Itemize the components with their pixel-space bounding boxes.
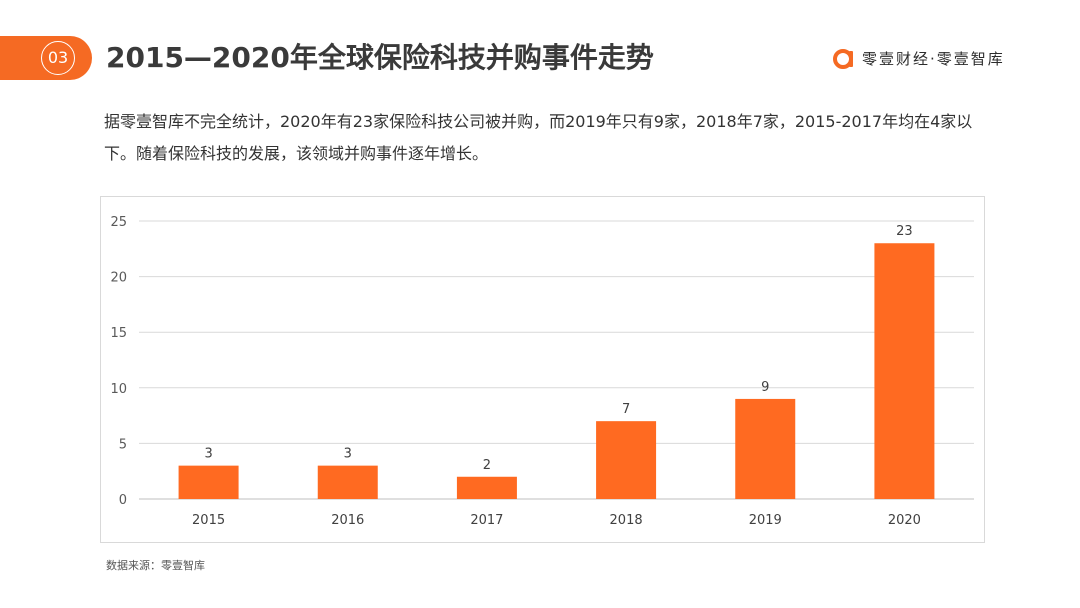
page-title: 2015—2020年全球保险科技并购事件走势 [106, 41, 654, 74]
bar [317, 465, 378, 499]
bar [178, 465, 239, 499]
x-tick-label: 2018 [610, 513, 643, 528]
y-tick-label: 5 [119, 437, 127, 452]
data-label: 3 [344, 447, 352, 462]
x-tick-label: 2017 [470, 513, 503, 528]
bar-chart: 0 5 10 15 20 25 3 2015 3 2016 2 2017 7 2018 9 2019 23 202… [110, 215, 974, 528]
data-label: 2 [483, 458, 491, 473]
data-label: 7 [622, 402, 630, 417]
y-tick-label: 10 [110, 382, 127, 397]
y-tick-label: 20 [110, 271, 127, 286]
description-text: 据零壹智库不完全统计，2020年有23家保险科技公司被并购，而2019年只有9家… [104, 112, 973, 163]
brand: 零壹财经·零壹智库 [832, 46, 1005, 70]
data-label: 23 [896, 224, 913, 239]
section-number-badge: 03 [41, 41, 75, 75]
x-tick-label: 2016 [331, 513, 364, 528]
bar [735, 398, 796, 499]
y-tick-label: 0 [119, 493, 127, 508]
bar [456, 476, 517, 499]
bar [596, 421, 657, 499]
x-tick-label: 2019 [749, 513, 782, 528]
brand-a-logo-icon [833, 49, 853, 69]
data-label: 3 [204, 447, 212, 462]
bar [874, 243, 935, 499]
source-note: 数据来源：零壹智库 [106, 559, 205, 572]
data-label: 9 [761, 380, 769, 395]
y-tick-label: 15 [110, 326, 127, 341]
chart-frame: 0 5 10 15 20 25 3 2015 3 2016 2 2017 7 2018 9 2019 23 202… [100, 196, 985, 543]
y-tick-label: 25 [110, 215, 127, 230]
x-tick-label: 2020 [888, 513, 921, 528]
x-tick-label: 2015 [192, 513, 225, 528]
brand-name: 零壹财经·零壹智库 [862, 49, 1005, 68]
